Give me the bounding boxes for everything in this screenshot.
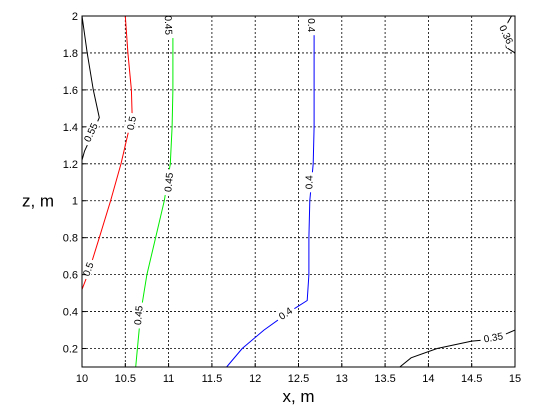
contour-label-text: 0.45 bbox=[133, 305, 146, 326]
contour-label: 0.35 bbox=[479, 329, 507, 345]
contour-label: 0.45 bbox=[162, 11, 176, 39]
y-tick-label: 1.8 bbox=[63, 48, 78, 60]
y-tick-label: 1 bbox=[72, 196, 78, 208]
x-tick-label: 11 bbox=[163, 373, 174, 385]
contour-label-background bbox=[163, 11, 176, 39]
contour-labels: 0.55 0.5 0.5 0.45 0.45 0.45 0.4 0.4 0.4 0.36 0.35 bbox=[79, 11, 518, 345]
contour-label-background bbox=[131, 301, 145, 329]
x-tick-label: 12 bbox=[249, 373, 261, 385]
contour-label: 0.36 bbox=[496, 20, 518, 49]
y-tick-label: 0.6 bbox=[63, 270, 78, 282]
x-tick-label: 10 bbox=[76, 373, 88, 385]
contour-label-background bbox=[161, 168, 175, 196]
contour-label-text: 0.45 bbox=[162, 15, 174, 35]
x-tick-label: 10.5 bbox=[115, 373, 136, 385]
contour-label: 0.4 bbox=[305, 15, 318, 36]
y-tick-label: 1.2 bbox=[63, 159, 78, 171]
contour-label-background bbox=[479, 329, 507, 345]
contour-label: 0.5 bbox=[123, 112, 139, 134]
contour-label: 0.4 bbox=[302, 172, 315, 193]
contour-label: 0.4 bbox=[273, 302, 297, 324]
contour-label-background bbox=[496, 20, 518, 49]
x-tick-label: 14.5 bbox=[461, 373, 482, 385]
contour-label: 0.55 bbox=[79, 118, 101, 147]
y-tick-label: 0.2 bbox=[63, 344, 78, 356]
y-tick-label: 0.8 bbox=[63, 233, 78, 245]
x-tick-label: 15 bbox=[509, 373, 521, 385]
x-tick-label: 13 bbox=[336, 373, 348, 385]
contour-label: 0.45 bbox=[131, 301, 146, 329]
x-tick-label: 12.5 bbox=[288, 373, 309, 385]
contour-label-text: 0.45 bbox=[163, 172, 176, 193]
contour-label-background bbox=[79, 118, 101, 147]
contour-05 bbox=[81, 15, 133, 290]
contour-label: 0.45 bbox=[161, 168, 176, 196]
y-axis-ticks: 0.2 0.4 0.6 0.8 1 1.2 1.4 1.6 1.8 2 bbox=[63, 11, 86, 356]
contour-label-background bbox=[123, 112, 139, 134]
grid bbox=[81, 15, 516, 367]
x-axis-label: x, m bbox=[282, 387, 314, 406]
contour-label-text: 0.5 bbox=[126, 115, 139, 131]
y-tick-label: 2 bbox=[72, 11, 78, 23]
y-tick-label: 0.4 bbox=[63, 307, 78, 319]
x-axis-ticks: 10 10.5 11 11.5 12 12.5 13 13.5 14 14.5 15 bbox=[76, 363, 521, 385]
y-tick-label: 1.6 bbox=[63, 85, 78, 97]
y-axis-label: z, m bbox=[22, 192, 54, 211]
x-tick-label: 13.5 bbox=[374, 373, 395, 385]
contour-label-background bbox=[306, 15, 318, 36]
x-tick-label: 14 bbox=[422, 373, 434, 385]
contour-04 bbox=[226, 16, 315, 368]
contour-label-text: 0.5 bbox=[81, 261, 96, 278]
contour-055 bbox=[81, 15, 100, 161]
contour-label-text: 0.35 bbox=[483, 331, 505, 345]
contour-label-background bbox=[302, 172, 314, 193]
y-tick-label: 1.4 bbox=[63, 122, 78, 134]
contour-label-background bbox=[273, 302, 297, 324]
x-tick-label: 11.5 bbox=[202, 373, 223, 385]
contour-label-text: 0.4 bbox=[304, 175, 315, 189]
contour-label-text: 0.4 bbox=[305, 18, 316, 32]
